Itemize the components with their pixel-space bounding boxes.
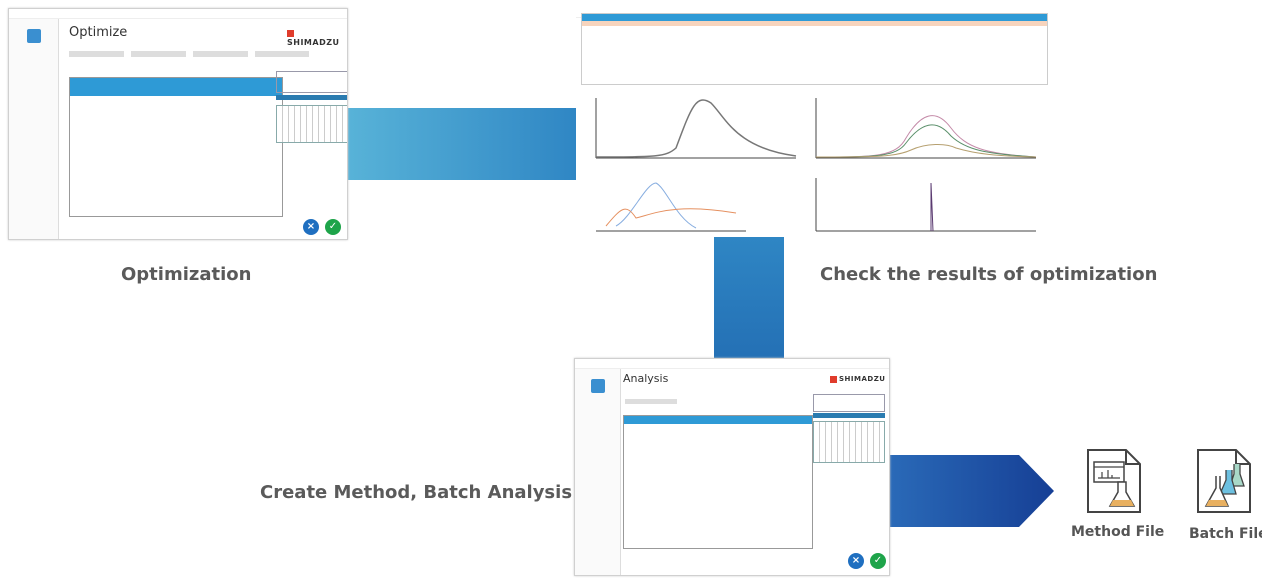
- create-method-label: Create Method, Batch Analysis: [260, 482, 573, 503]
- shimadzu-logo: SHIMADZU: [830, 375, 885, 383]
- shimadzu-logo: SHIMADZU: [287, 29, 347, 47]
- ok-icon: ✓: [325, 219, 341, 235]
- method-file-label: Method File: [1071, 524, 1165, 540]
- optimization-plots: [595, 98, 1037, 232]
- arrow-right: [889, 455, 1054, 527]
- analysis-screenshot: Analysis SHIMADZU × ✓: [574, 358, 890, 576]
- method-file-icon: [1087, 449, 1141, 513]
- cancel-icon: ×: [848, 553, 864, 569]
- optimization-label: Optimization: [121, 264, 252, 285]
- project-icon: [26, 29, 41, 43]
- optimize-screenshot: Optimize SHIMADZU × ✓: [8, 8, 348, 240]
- arrow-vertical: [714, 237, 784, 359]
- ok-icon: ✓: [870, 553, 886, 569]
- check-results-label: Check the results of optimization: [820, 264, 1158, 285]
- analysis-title: Analysis: [623, 372, 669, 385]
- batch-file-icon: [1197, 449, 1251, 513]
- results-screenshot: [576, 8, 1048, 237]
- optimize-title: Optimize: [69, 25, 128, 40]
- cancel-icon: ×: [303, 219, 319, 235]
- project-icon: [590, 379, 605, 393]
- batch-file-label: Batch File: [1189, 526, 1262, 542]
- arrow-horizontal: [346, 108, 578, 180]
